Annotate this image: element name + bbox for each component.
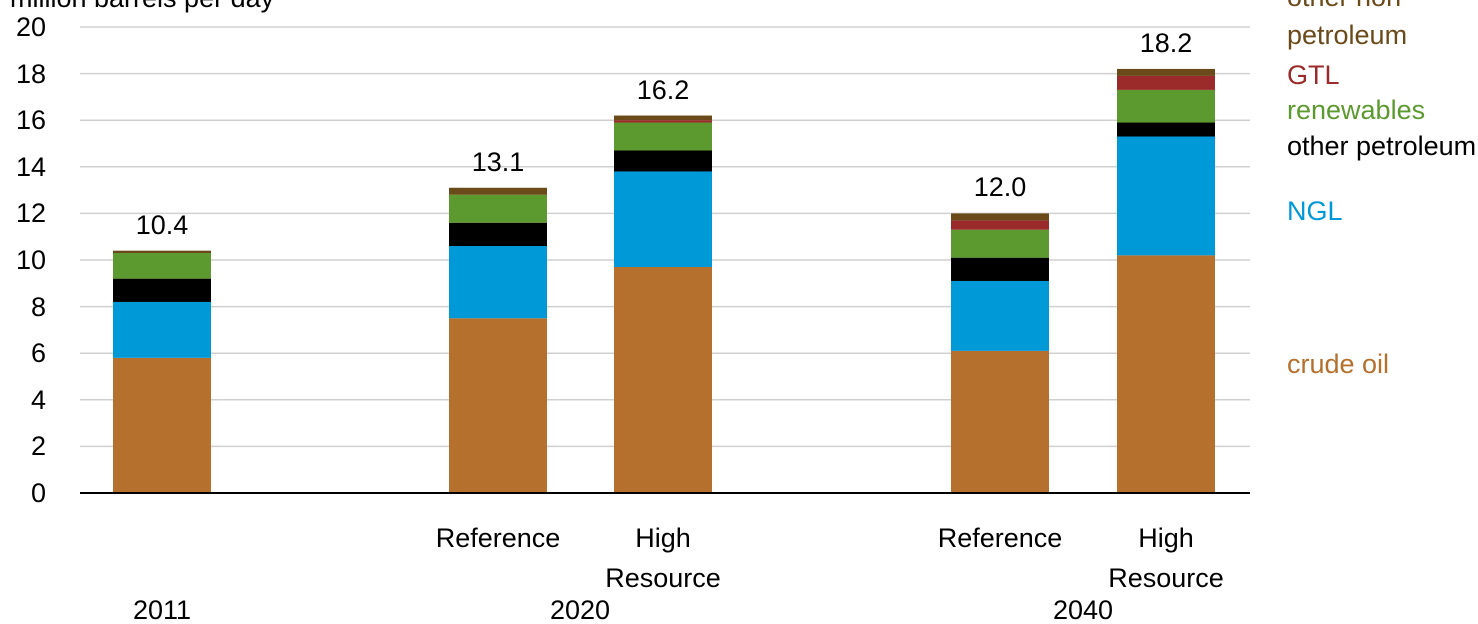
bar-segment xyxy=(614,266,712,493)
y-tick-label: 2 xyxy=(30,431,46,462)
y-tick-label: 4 xyxy=(30,384,46,415)
group-label: 2011 xyxy=(132,595,192,624)
legend-entry: other non-petroleum xyxy=(1287,0,1410,50)
legend-entry: other petroleum xyxy=(1287,131,1477,161)
bar-segment xyxy=(113,278,211,302)
bar-segment xyxy=(951,280,1049,351)
y-tick-label: 18 xyxy=(15,58,46,89)
bar-segment xyxy=(1117,255,1215,493)
total-label: 16.2 xyxy=(636,74,690,105)
axis-title: million barrels per day xyxy=(10,0,274,18)
bar-segment xyxy=(614,171,712,267)
bar-segment xyxy=(113,253,211,279)
bar-segment xyxy=(614,122,712,151)
bar-segment xyxy=(614,120,712,123)
bar-segment xyxy=(449,187,547,195)
x-tick-label: Reference xyxy=(937,523,1063,553)
y-tick-label: 10 xyxy=(15,245,46,275)
bar-segment xyxy=(113,301,211,358)
x-tick-label: Reference xyxy=(435,523,561,553)
legend-entry: GTL xyxy=(1287,60,1340,90)
bar-segment xyxy=(449,318,547,493)
total-label: 18.2 xyxy=(1139,27,1193,58)
bar-segment xyxy=(449,194,547,223)
bar-segment xyxy=(614,150,712,172)
bar-segment xyxy=(1117,89,1215,123)
bar-segment xyxy=(449,246,547,319)
y-tick-label: 8 xyxy=(30,291,46,322)
bar-segment xyxy=(951,220,1049,230)
total-label: 10.4 xyxy=(135,209,189,240)
bar-segment xyxy=(951,350,1049,493)
y-tick-label: 12 xyxy=(15,198,46,229)
y-tick-label: 6 xyxy=(30,338,46,369)
x-tick-label: High Resource xyxy=(605,523,721,593)
group-label: 2020 xyxy=(549,595,611,624)
y-tick-label: 16 xyxy=(15,105,46,136)
bar-segment xyxy=(951,257,1049,281)
bar-segment xyxy=(1117,75,1215,90)
bar-segment xyxy=(1117,136,1215,256)
total-label: 12.0 xyxy=(973,172,1027,203)
y-tick-label: 14 xyxy=(15,151,46,182)
bar-segment xyxy=(614,115,712,121)
bar-segment xyxy=(113,250,211,254)
legend-entry: renewables xyxy=(1287,95,1426,125)
bar-segment xyxy=(449,222,547,247)
bar-segment xyxy=(1117,68,1215,76)
y-tick-label: 20 xyxy=(15,12,46,42)
legend-entry: NGL xyxy=(1287,196,1343,226)
bar-segment xyxy=(951,229,1049,258)
bar-segment xyxy=(951,213,1049,221)
x-tick-label: High Resource xyxy=(1108,523,1224,593)
y-tick-label: 0 xyxy=(30,478,46,508)
total-label: 13.1 xyxy=(471,146,525,177)
legend-entry: crude oil xyxy=(1287,349,1390,379)
bar-segment xyxy=(113,357,211,493)
group-label: 2040 xyxy=(1052,595,1114,624)
bar-segment xyxy=(1117,122,1215,137)
